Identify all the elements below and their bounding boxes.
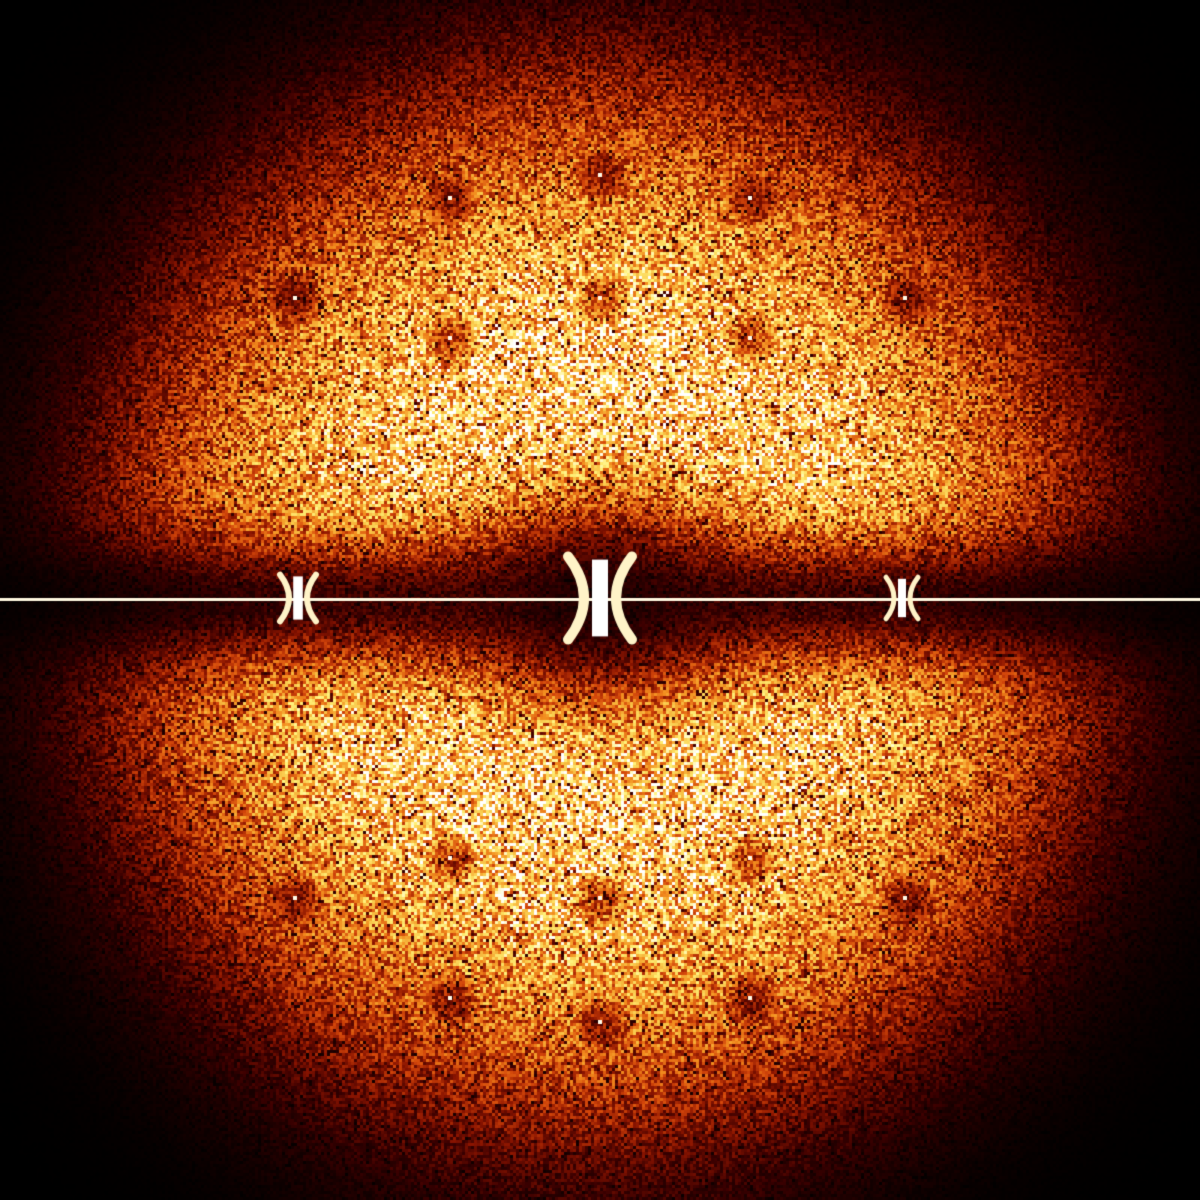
diffraction-pattern-image — [0, 0, 1200, 1200]
